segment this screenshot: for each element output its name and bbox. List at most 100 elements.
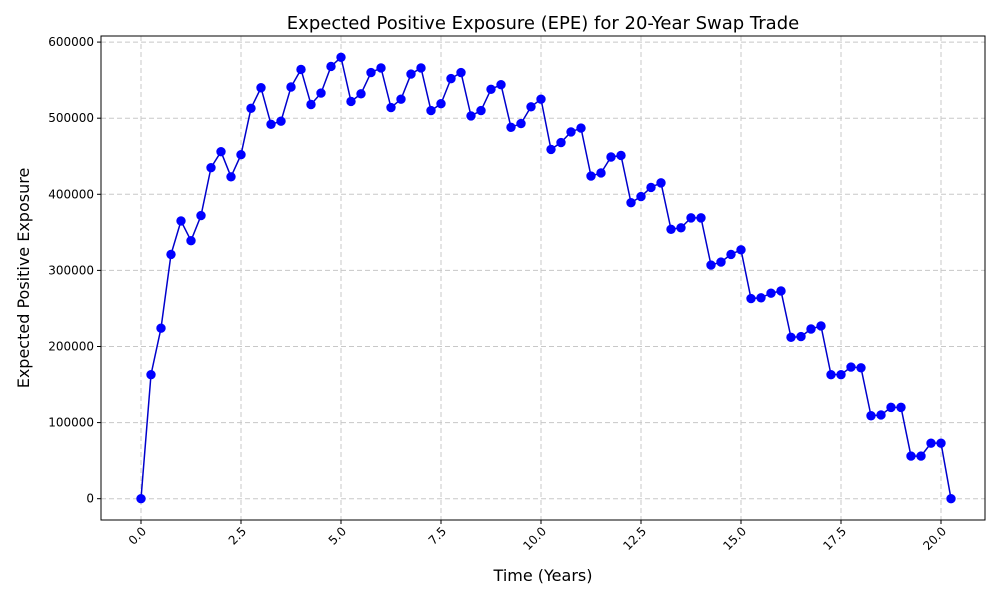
plot-frame xyxy=(100,35,986,521)
data-point xyxy=(136,493,146,504)
data-point xyxy=(906,451,916,461)
data-point xyxy=(816,321,826,331)
data-point xyxy=(386,102,396,113)
data-point xyxy=(316,88,326,98)
x-tick-label: 5.0 xyxy=(326,524,349,547)
data-point xyxy=(616,150,626,161)
x-tick-label: 15.0 xyxy=(720,524,749,553)
data-point xyxy=(366,67,376,78)
data-point xyxy=(526,102,536,112)
x-tick-label: 10.0 xyxy=(520,524,549,553)
data-point xyxy=(556,137,566,148)
x-gridlines xyxy=(140,36,942,520)
data-point xyxy=(626,197,636,208)
data-point xyxy=(756,293,766,303)
data-point xyxy=(786,332,796,343)
data-point xyxy=(636,191,646,202)
data-point xyxy=(716,257,726,267)
data-point xyxy=(306,99,316,110)
x-axis-title: Time (Years) xyxy=(493,566,593,585)
data-point xyxy=(586,171,596,181)
data-point xyxy=(436,99,446,109)
y-tick-label: 300000 xyxy=(48,263,94,277)
data-point xyxy=(686,213,696,223)
data-point xyxy=(746,293,756,304)
data-point xyxy=(696,213,706,223)
data-point xyxy=(246,103,256,114)
y-tick-label: 200000 xyxy=(48,339,94,353)
y-axis-ticks: 0 100000 200000 300000 400000 500000 600000 xyxy=(48,35,101,506)
y-tick-label: 0 xyxy=(86,492,94,506)
data-point xyxy=(866,411,876,421)
data-point xyxy=(236,150,246,160)
data-point xyxy=(926,438,936,448)
x-tick-label: 17.5 xyxy=(820,524,849,553)
data-point xyxy=(166,249,176,260)
data-point xyxy=(196,210,206,221)
data-point xyxy=(546,144,556,155)
data-point xyxy=(656,178,666,188)
y-axis-title: Expected Positive Exposure xyxy=(14,168,33,389)
data-point xyxy=(266,119,276,129)
data-point xyxy=(836,369,846,380)
data-point xyxy=(736,245,746,255)
epe-series-line xyxy=(140,55,952,499)
data-point xyxy=(946,493,956,504)
data-point xyxy=(326,61,336,72)
data-point xyxy=(336,52,346,63)
chart-title: Expected Positive Exposure (EPE) for 20-… xyxy=(287,13,799,34)
data-point xyxy=(886,402,896,413)
data-point xyxy=(516,118,526,129)
data-point xyxy=(606,152,616,162)
data-point xyxy=(876,410,886,420)
data-point xyxy=(226,172,236,182)
x-axis-ticks: 0.0 2.5 5.0 7.5 10.0 12.5 15.0 17.5 20.0 xyxy=(126,520,949,553)
data-point xyxy=(216,146,226,157)
data-point xyxy=(476,105,486,116)
data-point xyxy=(646,182,656,193)
data-point xyxy=(146,369,156,380)
data-point xyxy=(596,168,606,178)
y-tick-label: 600000 xyxy=(48,35,94,49)
data-point xyxy=(536,94,546,104)
x-tick-label: 2.5 xyxy=(226,524,249,547)
data-point xyxy=(176,216,186,226)
x-tick-label: 7.5 xyxy=(426,524,449,547)
y-tick-label: 400000 xyxy=(48,187,94,201)
data-point xyxy=(456,67,466,78)
data-point xyxy=(566,127,576,137)
data-point xyxy=(376,63,386,73)
data-point xyxy=(856,363,866,373)
data-point xyxy=(666,224,676,235)
data-point xyxy=(776,286,786,296)
data-point xyxy=(256,83,266,93)
data-point xyxy=(916,451,926,461)
data-point xyxy=(356,89,366,99)
data-point xyxy=(396,94,406,104)
series-layer xyxy=(136,52,956,504)
data-point xyxy=(276,116,286,126)
plot-area xyxy=(101,36,985,520)
x-tick-label: 12.5 xyxy=(620,524,649,553)
data-point xyxy=(826,369,836,380)
data-point xyxy=(286,82,296,92)
data-point xyxy=(496,80,506,90)
data-point xyxy=(296,64,306,75)
data-point xyxy=(896,402,906,413)
data-point xyxy=(676,223,686,233)
data-point xyxy=(506,122,516,133)
data-point xyxy=(206,162,216,173)
data-point xyxy=(796,331,806,342)
data-point xyxy=(466,111,476,121)
data-point xyxy=(416,63,426,73)
data-point xyxy=(426,105,436,116)
y-tick-label: 100000 xyxy=(48,416,94,430)
data-point xyxy=(706,260,716,270)
data-point xyxy=(446,73,456,84)
x-tick-label: 0.0 xyxy=(126,524,149,547)
data-point xyxy=(346,96,356,107)
y-gridlines xyxy=(101,41,985,500)
data-point xyxy=(406,69,416,79)
data-point xyxy=(576,123,586,133)
